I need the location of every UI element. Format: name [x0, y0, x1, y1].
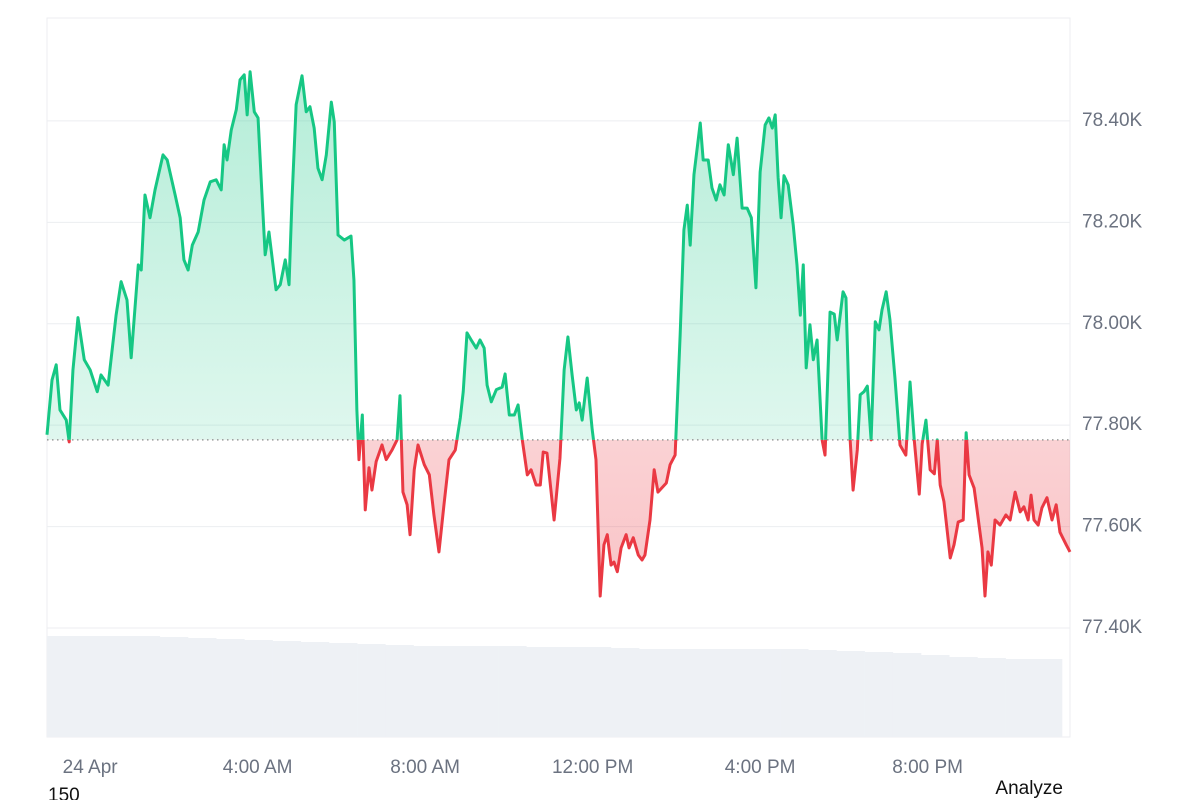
volume-bar	[667, 649, 696, 737]
volume-bar	[554, 647, 583, 737]
volume-bar	[187, 638, 217, 737]
y-tick-label: 77.40K	[1082, 617, 1143, 638]
y-tick-label: 78.20K	[1082, 211, 1143, 232]
x-tick-label: 4:00 PM	[725, 757, 796, 778]
volume-bar	[47, 636, 76, 737]
volume-bar	[385, 645, 414, 737]
y-tick-label: 77.60K	[1082, 516, 1143, 537]
x-tick-label: 24 Apr	[63, 757, 119, 778]
line-down	[67, 439, 1072, 598]
volume-bar	[780, 649, 809, 737]
x-tick-label: 8:00 PM	[892, 757, 963, 778]
volume-bar	[469, 646, 499, 737]
volume-bar	[441, 646, 471, 737]
volume-bar	[216, 639, 245, 737]
volume-bar	[695, 649, 724, 737]
x-tick-label: 4:00 AM	[223, 757, 293, 778]
volume-bar	[921, 655, 950, 737]
volume-bar	[610, 648, 640, 737]
volume-bar	[526, 647, 555, 737]
volume-bar	[272, 641, 302, 737]
volume-bar	[864, 652, 894, 737]
volume-bar	[639, 649, 668, 737]
volume-bar	[498, 646, 527, 737]
volume-bar	[300, 642, 330, 737]
volume-bar	[159, 637, 189, 737]
volume-bar	[836, 651, 865, 737]
area-up	[47, 71, 1070, 440]
volume-bar	[328, 643, 358, 737]
volume-bar	[357, 644, 386, 737]
volume-bar	[751, 649, 781, 737]
line-up	[45, 70, 969, 440]
volume-bar	[75, 636, 104, 737]
volume-bar	[131, 636, 161, 737]
volume-bar	[103, 636, 132, 737]
y-tick-label: 77.80K	[1082, 414, 1143, 435]
volume-bar	[808, 650, 837, 737]
volume-bar	[949, 657, 978, 737]
x-tick-label: 12:00 PM	[552, 757, 633, 778]
analyze-button[interactable]: Analyze	[995, 778, 1063, 799]
volume-bar	[892, 653, 922, 737]
volume-bar	[723, 649, 753, 737]
volume-bar	[1005, 659, 1035, 737]
volume-bar	[582, 647, 612, 737]
volume-bar	[244, 640, 273, 737]
volume-bar	[1033, 659, 1063, 737]
y-tick-label: 78.40K	[1082, 110, 1143, 131]
volume-bar	[977, 658, 1006, 737]
y-tick-label: 78.00K	[1082, 313, 1143, 334]
x-tick-label: 8:00 AM	[390, 757, 460, 778]
area-down	[68, 439, 1070, 597]
volume-bar	[413, 646, 443, 737]
footer-left: 150	[48, 785, 80, 800]
